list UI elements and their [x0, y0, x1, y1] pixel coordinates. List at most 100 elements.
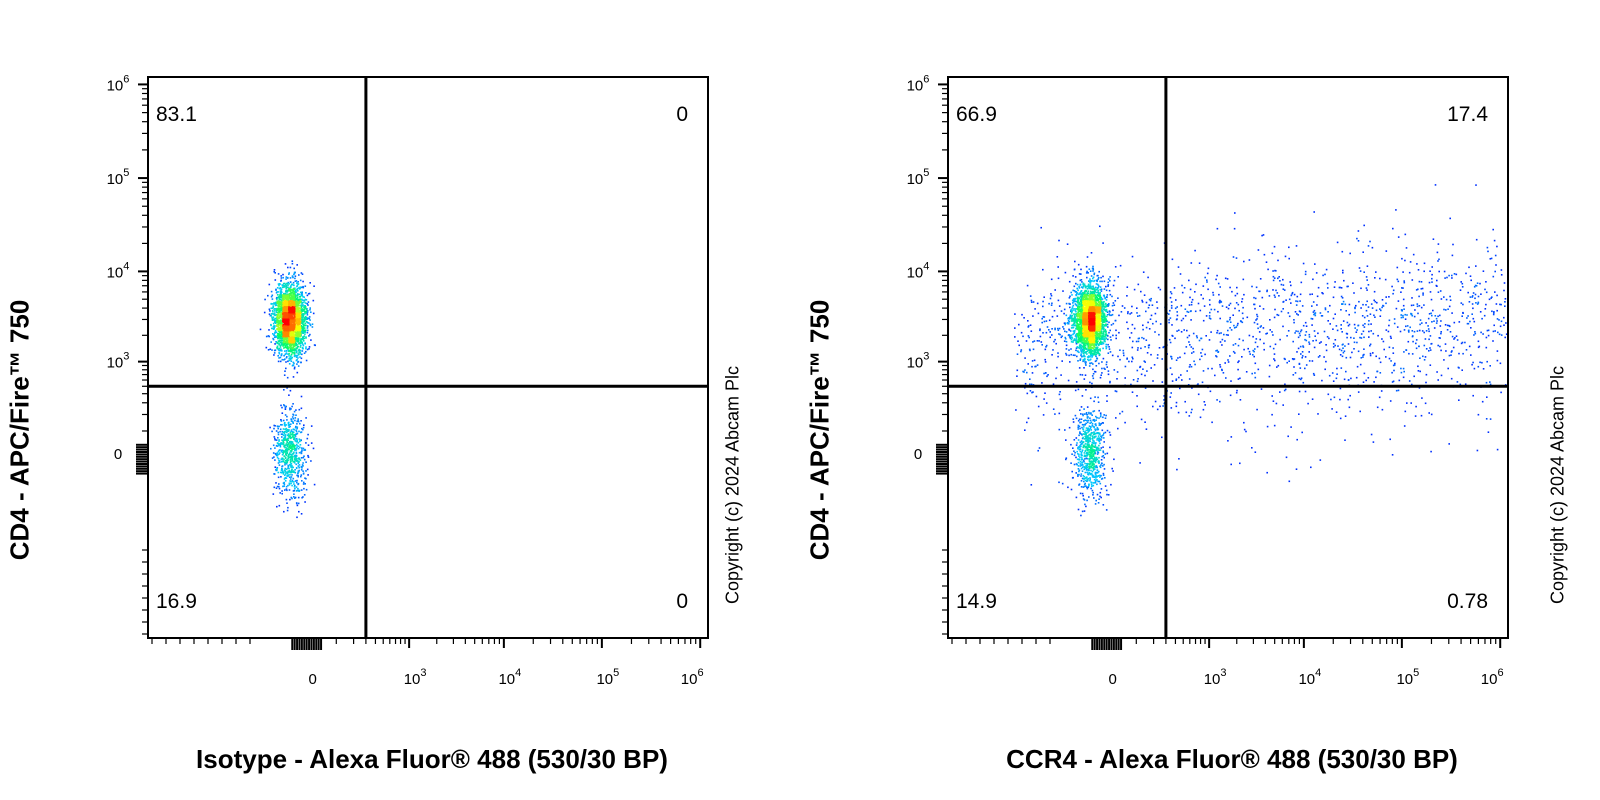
event-dot — [288, 394, 290, 396]
event-dot — [297, 442, 300, 444]
event-dot — [1282, 288, 1285, 290]
event-dot — [291, 479, 294, 482]
event-dot — [1175, 379, 1177, 381]
event-dot — [292, 337, 295, 340]
event-dot — [298, 288, 301, 290]
event-dot — [302, 447, 305, 450]
event-dot — [1053, 309, 1056, 312]
event-dot — [277, 476, 280, 479]
event-dot — [1045, 346, 1047, 348]
event-dot — [1350, 377, 1352, 380]
x-tick-label: 0 — [308, 671, 316, 688]
event-dot — [292, 452, 294, 455]
event-dot — [302, 462, 304, 464]
event-dot — [1475, 184, 1477, 186]
event-dot — [285, 276, 288, 278]
event-dot — [298, 438, 301, 440]
event-dot — [277, 450, 280, 453]
event-dot — [1283, 289, 1286, 291]
event-dot — [274, 452, 277, 455]
event-dot — [305, 316, 308, 319]
event-dot — [282, 317, 284, 320]
event-dot — [1374, 316, 1376, 318]
event-dot — [1241, 298, 1244, 300]
event-dot — [283, 478, 286, 480]
event-dot — [280, 296, 282, 299]
event-dot — [275, 341, 277, 343]
event-dot — [1328, 374, 1331, 377]
event-dot — [1143, 337, 1145, 340]
event-dot — [1183, 287, 1186, 289]
event-dot — [1156, 307, 1159, 309]
event-dot — [290, 324, 293, 326]
event-dot — [291, 301, 293, 304]
event-dot — [285, 452, 287, 455]
event-dot — [1218, 301, 1221, 304]
event-dot — [1063, 340, 1066, 342]
event-dot — [1238, 338, 1241, 340]
event-dot — [268, 308, 271, 311]
event-dot — [1087, 272, 1089, 274]
event-dot — [1136, 349, 1139, 351]
event-dot — [1328, 337, 1330, 340]
event-dot — [292, 321, 294, 324]
event-dot — [1495, 303, 1498, 305]
event-dot — [1365, 304, 1367, 306]
event-dot — [276, 445, 279, 447]
event-dot — [274, 437, 276, 440]
event-dot — [283, 510, 285, 513]
event-dot — [281, 439, 284, 442]
event-dot — [302, 313, 305, 315]
event-dot — [1444, 324, 1447, 326]
event-dot — [278, 310, 280, 312]
flow-plot-isotype: 0 103 104 105 106 0 103 104 105 106 83.1 0 16.9 0 CD4… — [5, 73, 743, 774]
event-dot — [1348, 313, 1350, 316]
event-dot — [293, 444, 295, 446]
event-dot — [1310, 466, 1312, 469]
event-dot — [1112, 309, 1114, 312]
event-dot — [296, 347, 298, 350]
event-dot — [1437, 291, 1440, 293]
event-dot — [293, 301, 296, 304]
event-dot — [280, 315, 282, 317]
event-dot — [281, 424, 283, 426]
event-dot — [289, 311, 291, 313]
event-dot — [292, 346, 295, 348]
event-dot — [1102, 472, 1105, 475]
event-dot — [304, 305, 306, 307]
event-dot — [1119, 349, 1121, 351]
event-dot — [283, 424, 286, 426]
event-dot — [281, 461, 283, 463]
event-dot — [291, 306, 294, 308]
event-dot — [282, 313, 284, 316]
event-dot — [288, 295, 290, 298]
event-dot — [290, 353, 293, 356]
event-dot — [1345, 310, 1347, 312]
event-dot — [298, 351, 301, 354]
event-dot — [273, 486, 276, 489]
event-dot — [1158, 347, 1161, 349]
event-dot — [1369, 240, 1371, 243]
event-dot — [283, 405, 286, 407]
event-dot — [284, 263, 287, 265]
event-dot — [1065, 458, 1067, 461]
event-dot — [1218, 293, 1220, 296]
event-dot — [290, 292, 293, 294]
event-dot — [276, 302, 278, 304]
event-dot — [292, 456, 294, 458]
event-dot — [1421, 322, 1423, 324]
event-dot — [285, 361, 287, 363]
event-dot — [1339, 354, 1342, 356]
event-dot — [289, 346, 291, 348]
event-dot — [1083, 510, 1086, 512]
event-dot — [286, 316, 289, 318]
event-dot — [1039, 329, 1041, 332]
event-dot — [296, 333, 299, 335]
event-dot — [1035, 395, 1038, 398]
event-dot — [1031, 372, 1034, 374]
event-dot — [1436, 371, 1438, 373]
event-dot — [290, 456, 293, 458]
event-dot — [307, 317, 309, 319]
event-dot — [1045, 320, 1048, 322]
event-dot — [1222, 372, 1225, 374]
